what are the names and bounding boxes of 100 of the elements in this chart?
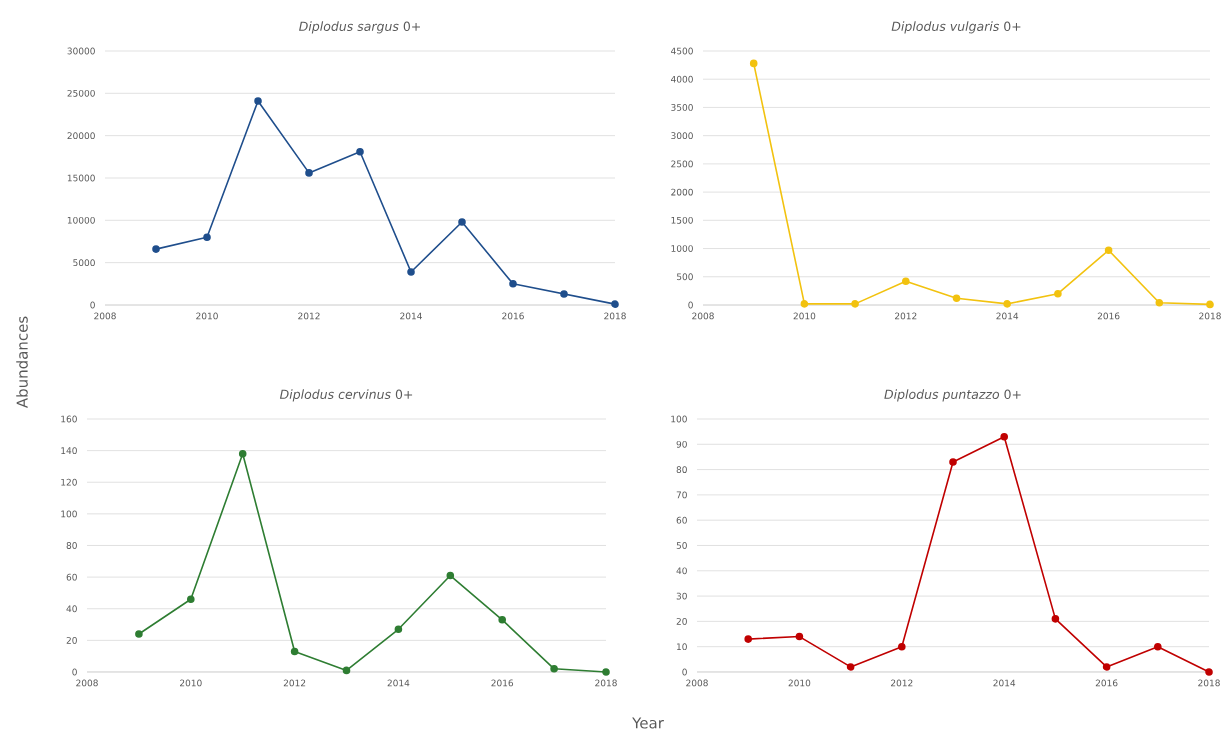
x-tick-label: 2018 [1198,679,1220,687]
y-tick-label: 20000 [67,132,95,140]
y-axis-title: Abundances [16,316,28,409]
y-tick-label: 30000 [67,47,95,55]
x-tick-label: 2016 [1095,679,1118,687]
x-tick-label: 2014 [387,679,410,687]
point [749,59,758,68]
x-tick-label: 2008 [94,312,116,320]
point [446,571,455,580]
y-tick-label: 0 [72,668,77,676]
y-tick-label: 2000 [671,188,693,196]
x-tick-label: 2010 [180,679,202,687]
x-tick-label: 2010 [196,312,218,320]
point [744,635,753,643]
point [1003,300,1012,308]
point [846,663,855,671]
y-tick-label: 10000 [67,216,95,224]
point [1155,298,1164,307]
y-tick-label: 4500 [671,47,693,55]
x-tick-label: 2016 [502,312,524,320]
x-tick-label: 2012 [298,312,320,320]
y-tick-label: 5000 [73,259,95,267]
point [550,665,558,673]
point [342,666,351,675]
point [135,630,143,638]
point [1102,663,1111,671]
y-tick-label: 30 [676,592,687,600]
point [949,458,957,466]
y-tick-label: 20 [66,636,77,644]
point [203,233,211,242]
point [602,668,610,676]
point [560,290,568,298]
y-tick-label: 90 [676,440,687,448]
x-tick-label: 2010 [788,679,811,687]
y-tick-label: 80 [676,466,687,473]
point [1104,246,1113,255]
point [1205,668,1213,676]
x-tick-label: 2012 [895,312,917,320]
x-tick-label: 2018 [604,312,626,320]
point [152,245,160,253]
chart-title: Diplodus puntazzo 0+ [884,389,1021,402]
point [898,642,906,651]
y-tick-label: 0 [688,301,693,309]
y-tick-label: 15000 [67,174,95,182]
y-tick-label: 1500 [671,216,693,224]
y-tick-label: 120 [61,478,77,486]
x-tick-label: 2014 [993,679,1016,687]
point [394,625,403,634]
x-tick-label: 2014 [400,312,422,320]
x-tick-label: 2016 [491,679,514,687]
x-tick-label: 2018 [1199,312,1221,320]
y-tick-label: 10 [677,643,687,651]
y-tick-label: 4000 [671,75,693,83]
y-tick-label: 0 [90,301,95,309]
x-tick-label: 2010 [793,312,816,320]
y-tick-label: 60 [66,573,77,581]
point [290,647,299,656]
point [1054,289,1062,298]
point [187,595,195,604]
x-tick-label: 2008 [76,679,98,687]
y-tick-label: 1000 [671,245,693,252]
point [952,294,961,303]
point [902,277,910,286]
y-tick-label: 160 [61,415,77,423]
chart-title: Diplodus vulgaris 0+ [891,21,1021,34]
y-tick-label: 0 [682,668,687,676]
chart-title: Diplodus cervinus 0+ [279,389,413,402]
y-tick-label: 60 [676,516,687,524]
y-tick-label: 80 [66,542,77,549]
y-tick-label: 70 [676,491,687,499]
point [851,300,859,308]
point [305,169,313,177]
point [1154,642,1162,651]
point [1206,300,1214,309]
point [254,97,262,105]
x-tick-label: 2014 [996,312,1019,320]
x-tick-label: 2012 [283,679,306,687]
y-tick-label: 2500 [671,160,693,168]
y-tick-label: 25000 [67,89,95,97]
y-tick-label: 100 [61,510,77,518]
point [1000,432,1009,441]
point [356,147,364,156]
point [238,449,247,458]
y-tick-label: 3500 [671,104,693,111]
point [1051,615,1060,623]
chart-title: Diplodus sargus 0+ [299,21,420,34]
x-axis-title: Year [632,717,664,729]
x-tick-label: 2016 [1097,312,1120,320]
y-tick-label: 500 [676,273,693,281]
x-tick-label: 2012 [891,679,913,687]
point [509,280,517,288]
y-tick-label: 3000 [671,132,693,140]
y-tick-label: 50 [676,542,687,549]
y-tick-label: 100 [671,415,687,423]
x-tick-label: 2008 [692,312,714,320]
x-tick-label: 2008 [686,679,708,687]
point [800,300,809,308]
y-tick-label: 20 [676,617,687,625]
y-tick-label: 40 [66,605,77,613]
point [407,268,415,276]
